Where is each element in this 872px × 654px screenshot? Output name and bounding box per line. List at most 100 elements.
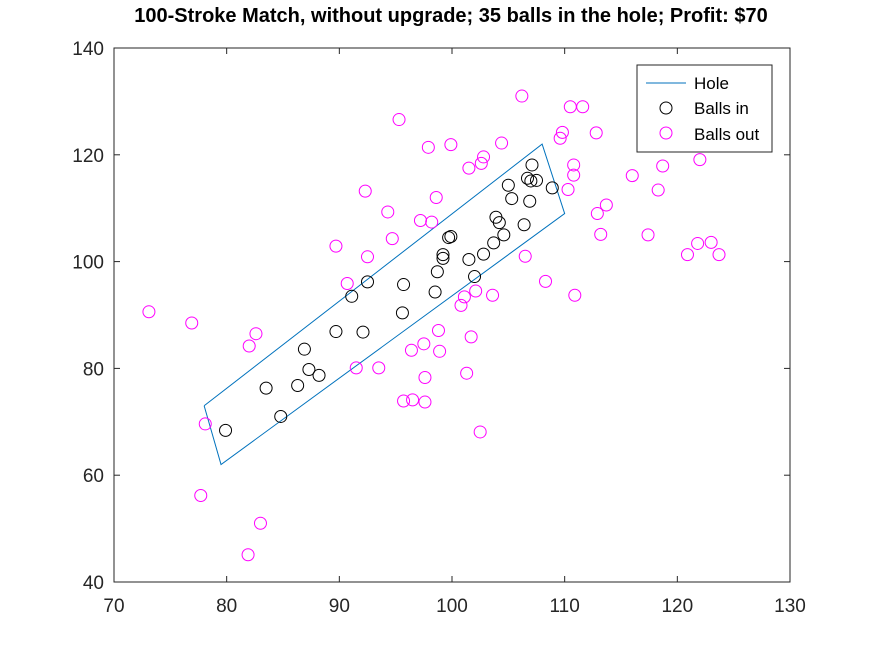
ball-out-point: [561, 183, 575, 197]
ball-out-point: [433, 344, 447, 358]
ball-in-point: [523, 194, 537, 208]
ball-in-point: [545, 181, 559, 195]
ball-out-point: [457, 290, 471, 304]
ball-out-point: [329, 239, 343, 253]
ball-out-point: [404, 343, 418, 357]
ball-out-point: [462, 161, 476, 175]
chart-title: 100-Stroke Match, without upgrade; 35 ba…: [134, 5, 767, 27]
ball-in-point: [489, 210, 503, 224]
y-tick-label: 140: [72, 39, 104, 60]
ball-out-point: [599, 198, 613, 212]
ball-out-point: [589, 126, 603, 140]
ball-in-point: [520, 171, 534, 185]
ball-out-point: [477, 150, 491, 164]
ball-in-point: [274, 409, 288, 423]
ball-in-point: [436, 251, 450, 265]
ball-out-point: [693, 153, 707, 167]
x-tick-label: 110: [550, 596, 580, 617]
ball-in-point: [395, 306, 409, 320]
ball-out-point: [421, 140, 435, 154]
ball-out-point: [444, 138, 458, 152]
ball-in-point: [530, 173, 543, 187]
ball-out-point: [397, 394, 411, 408]
ball-out-point: [253, 516, 267, 530]
ball-in-point: [524, 174, 538, 188]
ball-out-point: [425, 215, 439, 229]
legend-label-balls-in: Balls in: [694, 99, 749, 118]
ball-in-point: [525, 158, 539, 172]
ball-in-point: [219, 423, 233, 437]
ball-out-point: [242, 339, 256, 353]
ball-in-point: [436, 248, 450, 262]
x-tick-label: 90: [329, 596, 350, 617]
x-tick-label: 100: [436, 596, 468, 617]
ball-in-point: [345, 289, 359, 303]
ball-in-point: [297, 342, 311, 356]
ball-out-point: [361, 250, 374, 264]
ball-in-point: [430, 265, 444, 279]
ball-out-point: [381, 205, 395, 219]
hole-outline: [203, 143, 566, 466]
ball-out-point: [474, 156, 488, 170]
ball-in-point: [312, 368, 326, 382]
x-tick-label: 130: [774, 596, 806, 617]
ball-in-point: [444, 230, 458, 244]
ball-out-point: [241, 548, 255, 562]
ball-in-point: [259, 381, 273, 395]
ball-in-point: [428, 285, 442, 299]
legend-box: [636, 64, 773, 153]
ball-in-point: [302, 362, 316, 376]
ball-out-point: [418, 395, 432, 409]
ball-out-point: [460, 366, 474, 380]
ball-in-point: [442, 231, 456, 245]
legend-balls-out-marker: [659, 126, 673, 140]
ball-out-point: [454, 298, 468, 312]
ball-out-point: [486, 288, 500, 302]
ball-out-point: [641, 228, 655, 242]
y-tick-label: 80: [83, 359, 104, 380]
ball-in-point: [477, 247, 491, 261]
ball-in-point: [501, 178, 515, 192]
ball-in-point: [468, 270, 482, 284]
ball-out-point: [567, 158, 581, 172]
ball-out-point: [469, 284, 483, 298]
ball-out-point: [464, 330, 478, 344]
ball-in-point: [361, 275, 374, 289]
axis-ticks: 70 80 90 100 110 120 130 40 60 80 100 120 140: [72, 39, 806, 617]
x-tick-label: 80: [216, 596, 237, 617]
ball-out-point: [515, 89, 529, 103]
ball-out-point: [625, 169, 639, 183]
ball-out-point: [568, 288, 582, 302]
ball-out-point: [429, 191, 443, 205]
ball-out-point: [594, 227, 608, 241]
ball-in-point: [487, 236, 501, 250]
ball-in-point: [505, 192, 519, 206]
ball-out-point: [413, 213, 427, 227]
ball-out-point: [680, 248, 694, 262]
ball-in-point: [329, 325, 343, 339]
ball-out-point: [473, 425, 487, 439]
ball-in-point: [462, 252, 476, 266]
y-tick-label: 60: [83, 466, 104, 487]
ball-out-point: [576, 100, 590, 114]
ball-out-point: [417, 337, 431, 351]
ball-out-point: [392, 113, 406, 127]
ball-out-point: [185, 316, 199, 330]
ball-out-point: [691, 236, 705, 250]
y-tick-label: 100: [72, 253, 104, 274]
ball-out-point: [431, 323, 445, 337]
ball-out-point: [406, 393, 420, 407]
ball-out-point: [495, 136, 509, 150]
y-tick-label: 40: [83, 573, 104, 594]
ball-out-point: [385, 232, 399, 246]
y-tick-label: 120: [72, 146, 104, 167]
legend: Hole Balls in Balls out: [636, 64, 773, 153]
ball-out-point: [372, 361, 386, 375]
ball-out-point: [418, 370, 432, 384]
ball-out-point: [194, 488, 208, 502]
ball-in-point: [517, 218, 531, 232]
ball-out-point: [553, 131, 567, 145]
ball-out-point: [567, 168, 581, 182]
